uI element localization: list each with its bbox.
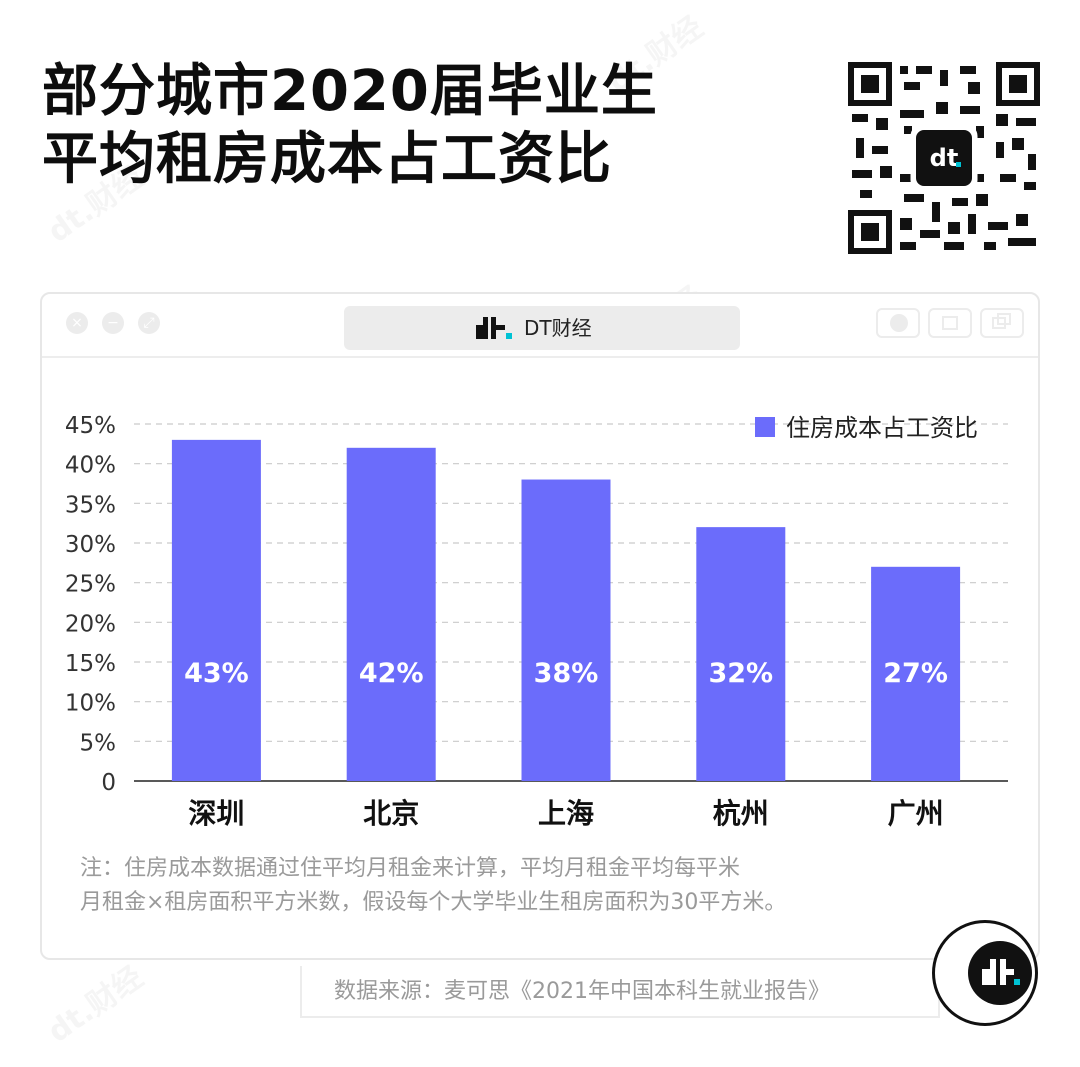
window-title-bar: × − ⤢ DT财经 bbox=[42, 294, 1038, 358]
maximize-icon[interactable]: ⤢ bbox=[138, 312, 160, 334]
copy-icon[interactable] bbox=[980, 308, 1024, 338]
address-bar[interactable]: DT财经 bbox=[344, 306, 740, 350]
x-tick-label: 广州 bbox=[888, 797, 944, 830]
data-label: 38% bbox=[534, 658, 599, 689]
x-tick-label: 上海 bbox=[538, 797, 594, 830]
title-line-1: 部分城市2020届毕业生 bbox=[42, 59, 658, 124]
x-tick-label: 杭州 bbox=[713, 797, 769, 830]
y-tick-label: 20% bbox=[65, 611, 116, 637]
data-source: 数据来源：麦可思《2021年中国本科生就业报告》 bbox=[334, 979, 830, 1004]
bar bbox=[171, 439, 261, 781]
svg-text:dt: dt bbox=[930, 144, 959, 172]
legend-label: 住房成本占工资比 bbox=[786, 414, 978, 442]
home-icon[interactable] bbox=[928, 308, 972, 338]
y-tick-label: 0 bbox=[101, 770, 116, 796]
bar bbox=[871, 566, 961, 781]
title-line-2: 平均租房成本占工资比 bbox=[42, 127, 612, 192]
bar bbox=[346, 447, 436, 781]
record-icon[interactable] bbox=[876, 308, 920, 338]
y-tick-label: 30% bbox=[65, 532, 116, 558]
close-icon[interactable]: × bbox=[66, 312, 88, 334]
dt-badge-inner bbox=[968, 941, 1032, 1005]
qr-code-icon: dt bbox=[848, 62, 1040, 254]
y-tick-label: 40% bbox=[65, 453, 116, 479]
bar bbox=[521, 479, 611, 781]
note-line-1: 注：住房成本数据通过住平均月租金来计算，平均月租金平均每平米 bbox=[80, 856, 741, 881]
data-label: 32% bbox=[708, 658, 773, 689]
y-tick-label: 25% bbox=[65, 572, 116, 598]
bar bbox=[696, 527, 786, 781]
note-line-2: 月租金×租房面积平方米数，假设每个大学毕业生租房面积为30平方米。 bbox=[80, 890, 787, 915]
y-tick-label: 15% bbox=[65, 651, 116, 677]
chart-note: 注：住房成本数据通过住平均月租金来计算，平均月租金平均每平米 月租金×租房面积平… bbox=[80, 852, 786, 920]
data-label: 43% bbox=[184, 658, 249, 689]
x-tick-label: 北京 bbox=[363, 797, 419, 830]
address-text: DT财经 bbox=[524, 316, 592, 340]
data-label: 27% bbox=[883, 658, 948, 689]
data-label: 42% bbox=[359, 658, 424, 689]
y-tick-label: 10% bbox=[65, 691, 116, 717]
y-tick-label: 5% bbox=[80, 730, 117, 756]
page-title: 部分城市2020届毕业生 平均租房成本占工资比 bbox=[42, 58, 658, 194]
dt-logo-icon bbox=[476, 317, 512, 339]
y-tick-label: 35% bbox=[65, 492, 116, 518]
minimize-icon[interactable]: − bbox=[102, 312, 124, 334]
y-tick-label: 45% bbox=[65, 413, 116, 439]
legend-swatch bbox=[755, 417, 775, 437]
dt-logo-icon bbox=[982, 959, 1020, 985]
x-tick-label: 深圳 bbox=[188, 797, 244, 830]
